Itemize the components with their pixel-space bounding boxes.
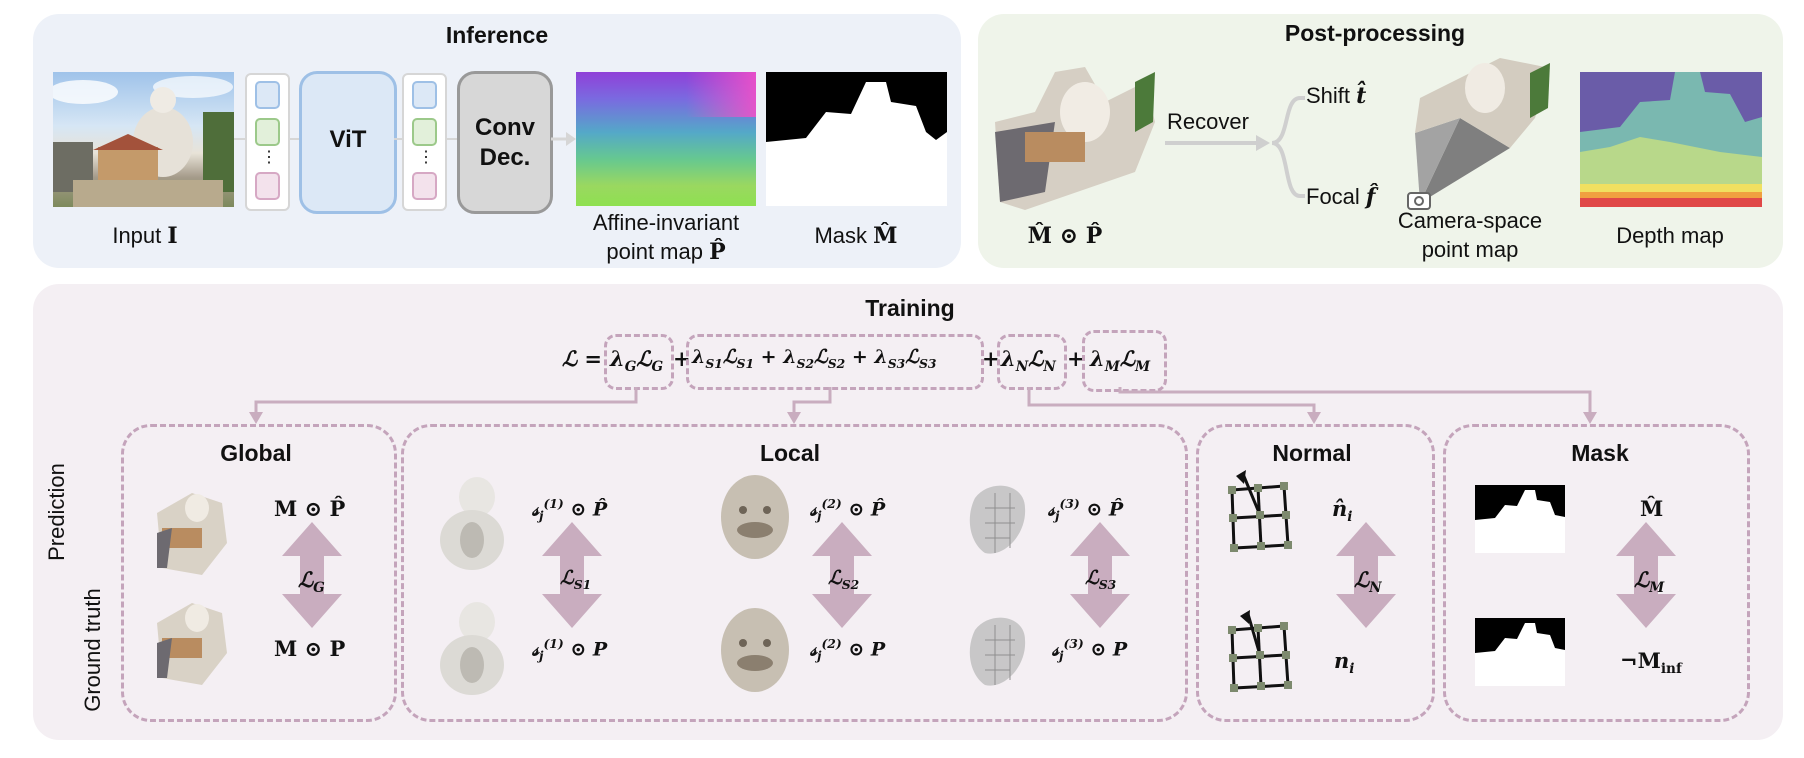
local-3-gt-thumbnail [965, 610, 1030, 695]
global-gt-expr: M ⊙ P [274, 636, 346, 661]
mask-double-arrow [1616, 522, 1676, 628]
token-pink-2 [412, 172, 437, 200]
global-pred-thumbnail [152, 483, 230, 575]
loss-normal-term: λNℒN [1001, 346, 1056, 376]
mask-loss-label: ℒM [1634, 567, 1665, 597]
global-double-arrow [282, 522, 342, 628]
global-box [121, 424, 397, 722]
local-3-pred-expr: 𝓈j(3) ⊙ P̂ [1048, 496, 1124, 524]
token-blue-1 [255, 81, 280, 109]
mask-box [1443, 424, 1750, 722]
mask-title: Mask [1571, 440, 1629, 466]
loss-plus-3: + [1067, 346, 1085, 371]
depth-map-label: Depth map [1616, 223, 1724, 248]
global-gt-thumbnail [152, 593, 230, 685]
token-pink-1 [255, 172, 280, 200]
affine-point-map-label: Affine-invariant point map P̂ [592, 210, 740, 265]
masked-point-cloud-label: M̂ ⊙ P̂ [1027, 223, 1103, 249]
normal-box [1196, 424, 1435, 722]
conv-decoder-label: Conv Dec. [475, 114, 535, 171]
mask-pred-expr: M̂ [1640, 496, 1664, 521]
recover-label: Recover [1167, 109, 1249, 134]
vit-label: ViT [329, 126, 367, 153]
global-title: Global [220, 440, 292, 466]
mask-pred-thumbnail [1475, 485, 1565, 553]
normal-double-arrow [1336, 522, 1396, 628]
training-title: Training [865, 295, 955, 321]
mask-gt-expr: ¬Minf [1620, 648, 1682, 678]
local-3-pred-thumbnail [965, 478, 1030, 563]
local-2-loss-label: ℒS2 [828, 567, 860, 592]
local-3-gt-expr: 𝓈j(3) ⊙ P [1052, 636, 1128, 664]
token-blue-2 [412, 81, 437, 109]
local-1-gt-thumbnail [432, 600, 512, 700]
shift-label: Shift t̂ [1306, 83, 1367, 109]
input-label: Input I [112, 223, 178, 249]
loss-local-terms: λS1ℒS1 + λS2ℒS2 + λS3ℒS3 [692, 346, 937, 371]
loss-local-box [686, 334, 984, 390]
local-box [401, 424, 1188, 722]
loss-mask-term: λMℒM [1090, 346, 1151, 376]
global-pred-expr: M ⊙ P̂ [274, 496, 346, 521]
loss-global-box [604, 334, 674, 390]
local-2-pred-thumbnail [715, 472, 793, 567]
mask-image [766, 72, 947, 206]
local-1-loss-label: ℒS1 [560, 567, 592, 592]
local-2-double-arrow [812, 522, 872, 628]
conv-decoder-block [457, 71, 553, 214]
local-3-loss-label: ℒS3 [1085, 567, 1117, 592]
camera-space-label: Camera-space point map [1397, 208, 1543, 262]
token-green-2 [412, 118, 437, 146]
inference-title: Inference [445, 22, 549, 48]
normal-gt-expr: ni [1334, 648, 1355, 678]
local-2-gt-expr: 𝓈j(2) ⊙ P [810, 636, 886, 664]
normal-pred-expr: n̂i [1332, 496, 1353, 526]
loss-lhs: ℒ = [562, 346, 603, 371]
global-loss-label: ℒG [298, 567, 325, 597]
local-1-gt-expr: 𝓈j(1) ⊙ P [532, 636, 608, 664]
local-1-pred-thumbnail [432, 475, 512, 575]
loss-global-term: λGℒG [610, 346, 664, 376]
affine-point-map-image [576, 72, 756, 206]
token-dots-2: ⋮ [418, 147, 434, 166]
token-dots-1: ⋮ [261, 147, 277, 166]
normal-loss-label: ℒN [1354, 567, 1382, 597]
masked-point-cloud [995, 62, 1157, 210]
mask-gt-thumbnail [1475, 618, 1565, 686]
local-1-double-arrow [542, 522, 602, 628]
input-image [53, 72, 234, 207]
depth-map-image [1580, 72, 1762, 207]
local-1-pred-expr: 𝓈j(1) ⊙ P̂ [532, 496, 608, 524]
focal-label: Focal f̂ [1306, 184, 1376, 210]
mask-label: Mask M̂ [814, 223, 898, 249]
token-green-1 [255, 118, 280, 146]
local-3-double-arrow [1070, 522, 1130, 628]
loss-plus-2: + [982, 346, 1000, 371]
post-processing-title: Post-processing [1284, 20, 1466, 46]
normal-title: Normal [1272, 440, 1352, 466]
local-2-pred-expr: 𝓈j(2) ⊙ P̂ [810, 496, 886, 524]
local-title: Local [759, 440, 821, 466]
loss-normal-box [997, 334, 1067, 390]
camera-space-point-map [1400, 58, 1550, 216]
vit-block [299, 71, 397, 214]
local-2-gt-thumbnail [715, 605, 793, 700]
